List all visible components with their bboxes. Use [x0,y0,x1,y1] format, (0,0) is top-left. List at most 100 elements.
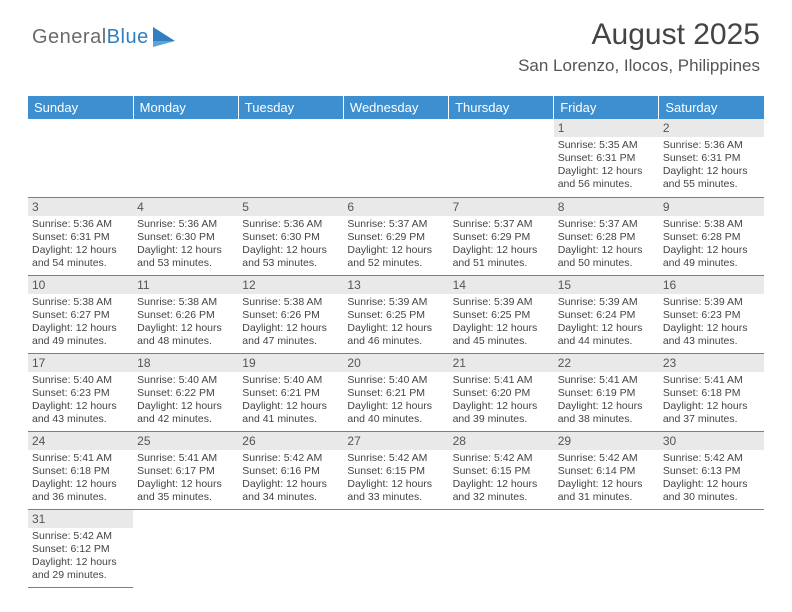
logo-text-general: General [32,26,107,49]
daylight-line: Daylight: 12 hours and 44 minutes. [558,322,655,348]
calendar-day-cell: 5Sunrise: 5:36 AMSunset: 6:30 PMDaylight… [238,197,343,275]
day-number: 19 [238,354,343,372]
weekday-header: Thursday [449,96,554,119]
day-details: Sunrise: 5:41 AMSunset: 6:20 PMDaylight:… [449,372,554,431]
sunset-line: Sunset: 6:15 PM [453,465,550,478]
day-number: 28 [449,432,554,450]
calendar-day-cell: 13Sunrise: 5:39 AMSunset: 6:25 PMDayligh… [343,275,448,353]
daylight-line: Daylight: 12 hours and 48 minutes. [137,322,234,348]
day-details: Sunrise: 5:40 AMSunset: 6:21 PMDaylight:… [343,372,448,431]
day-number: 30 [659,432,764,450]
sunset-line: Sunset: 6:18 PM [32,465,129,478]
sunset-line: Sunset: 6:30 PM [137,231,234,244]
sunset-line: Sunset: 6:18 PM [663,387,760,400]
sunset-line: Sunset: 6:30 PM [242,231,339,244]
day-number: 7 [449,198,554,216]
sunset-line: Sunset: 6:16 PM [242,465,339,478]
calendar-day-cell: 23Sunrise: 5:41 AMSunset: 6:18 PMDayligh… [659,353,764,431]
calendar-empty-cell [238,509,343,587]
daylight-line: Daylight: 12 hours and 31 minutes. [558,478,655,504]
calendar-day-cell: 14Sunrise: 5:39 AMSunset: 6:25 PMDayligh… [449,275,554,353]
sunset-line: Sunset: 6:26 PM [137,309,234,322]
daylight-line: Daylight: 12 hours and 41 minutes. [242,400,339,426]
weekday-header: Wednesday [343,96,448,119]
day-details: Sunrise: 5:42 AMSunset: 6:16 PMDaylight:… [238,450,343,509]
day-details: Sunrise: 5:42 AMSunset: 6:15 PMDaylight:… [449,450,554,509]
sunrise-line: Sunrise: 5:42 AM [242,452,339,465]
sunset-line: Sunset: 6:28 PM [558,231,655,244]
day-details: Sunrise: 5:36 AMSunset: 6:30 PMDaylight:… [238,216,343,275]
sunrise-line: Sunrise: 5:41 AM [558,374,655,387]
day-details: Sunrise: 5:40 AMSunset: 6:23 PMDaylight:… [28,372,133,431]
daylight-line: Daylight: 12 hours and 43 minutes. [32,400,129,426]
calendar-day-cell: 24Sunrise: 5:41 AMSunset: 6:18 PMDayligh… [28,431,133,509]
calendar-day-cell: 17Sunrise: 5:40 AMSunset: 6:23 PMDayligh… [28,353,133,431]
day-number: 12 [238,276,343,294]
daylight-line: Daylight: 12 hours and 33 minutes. [347,478,444,504]
sunset-line: Sunset: 6:23 PM [32,387,129,400]
day-number: 15 [554,276,659,294]
sunset-line: Sunset: 6:28 PM [663,231,760,244]
daylight-line: Daylight: 12 hours and 29 minutes. [32,556,129,582]
day-details: Sunrise: 5:41 AMSunset: 6:17 PMDaylight:… [133,450,238,509]
sunrise-line: Sunrise: 5:41 AM [663,374,760,387]
calendar-day-cell: 12Sunrise: 5:38 AMSunset: 6:26 PMDayligh… [238,275,343,353]
calendar-day-cell: 15Sunrise: 5:39 AMSunset: 6:24 PMDayligh… [554,275,659,353]
calendar-day-cell: 28Sunrise: 5:42 AMSunset: 6:15 PMDayligh… [449,431,554,509]
day-details: Sunrise: 5:38 AMSunset: 6:26 PMDaylight:… [238,294,343,353]
calendar-week-row: 31Sunrise: 5:42 AMSunset: 6:12 PMDayligh… [28,509,764,587]
sunrise-line: Sunrise: 5:39 AM [453,296,550,309]
sunset-line: Sunset: 6:26 PM [242,309,339,322]
daylight-line: Daylight: 12 hours and 47 minutes. [242,322,339,348]
sunrise-line: Sunrise: 5:38 AM [137,296,234,309]
sunrise-line: Sunrise: 5:37 AM [453,218,550,231]
daylight-line: Daylight: 12 hours and 56 minutes. [558,165,655,191]
calendar-empty-cell [133,119,238,197]
sunrise-line: Sunrise: 5:41 AM [453,374,550,387]
day-number: 9 [659,198,764,216]
daylight-line: Daylight: 12 hours and 50 minutes. [558,244,655,270]
day-number: 29 [554,432,659,450]
sunrise-line: Sunrise: 5:39 AM [558,296,655,309]
calendar-day-cell: 2Sunrise: 5:36 AMSunset: 6:31 PMDaylight… [659,119,764,197]
calendar-day-cell: 16Sunrise: 5:39 AMSunset: 6:23 PMDayligh… [659,275,764,353]
sunset-line: Sunset: 6:29 PM [453,231,550,244]
day-number: 23 [659,354,764,372]
day-details: Sunrise: 5:42 AMSunset: 6:14 PMDaylight:… [554,450,659,509]
sunrise-line: Sunrise: 5:39 AM [663,296,760,309]
daylight-line: Daylight: 12 hours and 39 minutes. [453,400,550,426]
weekday-header: Tuesday [238,96,343,119]
daylight-line: Daylight: 12 hours and 49 minutes. [32,322,129,348]
calendar-empty-cell [28,119,133,197]
calendar-body: 1Sunrise: 5:35 AMSunset: 6:31 PMDaylight… [28,119,764,587]
day-number: 3 [28,198,133,216]
calendar-table: SundayMondayTuesdayWednesdayThursdayFrid… [28,96,764,588]
day-number: 21 [449,354,554,372]
day-details: Sunrise: 5:40 AMSunset: 6:21 PMDaylight:… [238,372,343,431]
calendar-week-row: 17Sunrise: 5:40 AMSunset: 6:23 PMDayligh… [28,353,764,431]
sunrise-line: Sunrise: 5:36 AM [663,139,760,152]
day-number: 11 [133,276,238,294]
sunset-line: Sunset: 6:29 PM [347,231,444,244]
sunrise-line: Sunrise: 5:36 AM [32,218,129,231]
calendar-empty-cell [238,119,343,197]
sunset-line: Sunset: 6:31 PM [663,152,760,165]
sunset-line: Sunset: 6:19 PM [558,387,655,400]
calendar-day-cell: 6Sunrise: 5:37 AMSunset: 6:29 PMDaylight… [343,197,448,275]
sunset-line: Sunset: 6:13 PM [663,465,760,478]
sunset-line: Sunset: 6:22 PM [137,387,234,400]
day-details: Sunrise: 5:36 AMSunset: 6:31 PMDaylight:… [659,137,764,196]
sunrise-line: Sunrise: 5:39 AM [347,296,444,309]
daylight-line: Daylight: 12 hours and 35 minutes. [137,478,234,504]
calendar-day-cell: 4Sunrise: 5:36 AMSunset: 6:30 PMDaylight… [133,197,238,275]
sunrise-line: Sunrise: 5:42 AM [347,452,444,465]
sunset-line: Sunset: 6:17 PM [137,465,234,478]
day-number: 6 [343,198,448,216]
calendar-empty-cell [449,509,554,587]
daylight-line: Daylight: 12 hours and 45 minutes. [453,322,550,348]
sunrise-line: Sunrise: 5:40 AM [137,374,234,387]
logo-text-blue: Blue [107,26,149,49]
daylight-line: Daylight: 12 hours and 46 minutes. [347,322,444,348]
empty-day-header [449,119,554,137]
empty-day-header [238,119,343,137]
